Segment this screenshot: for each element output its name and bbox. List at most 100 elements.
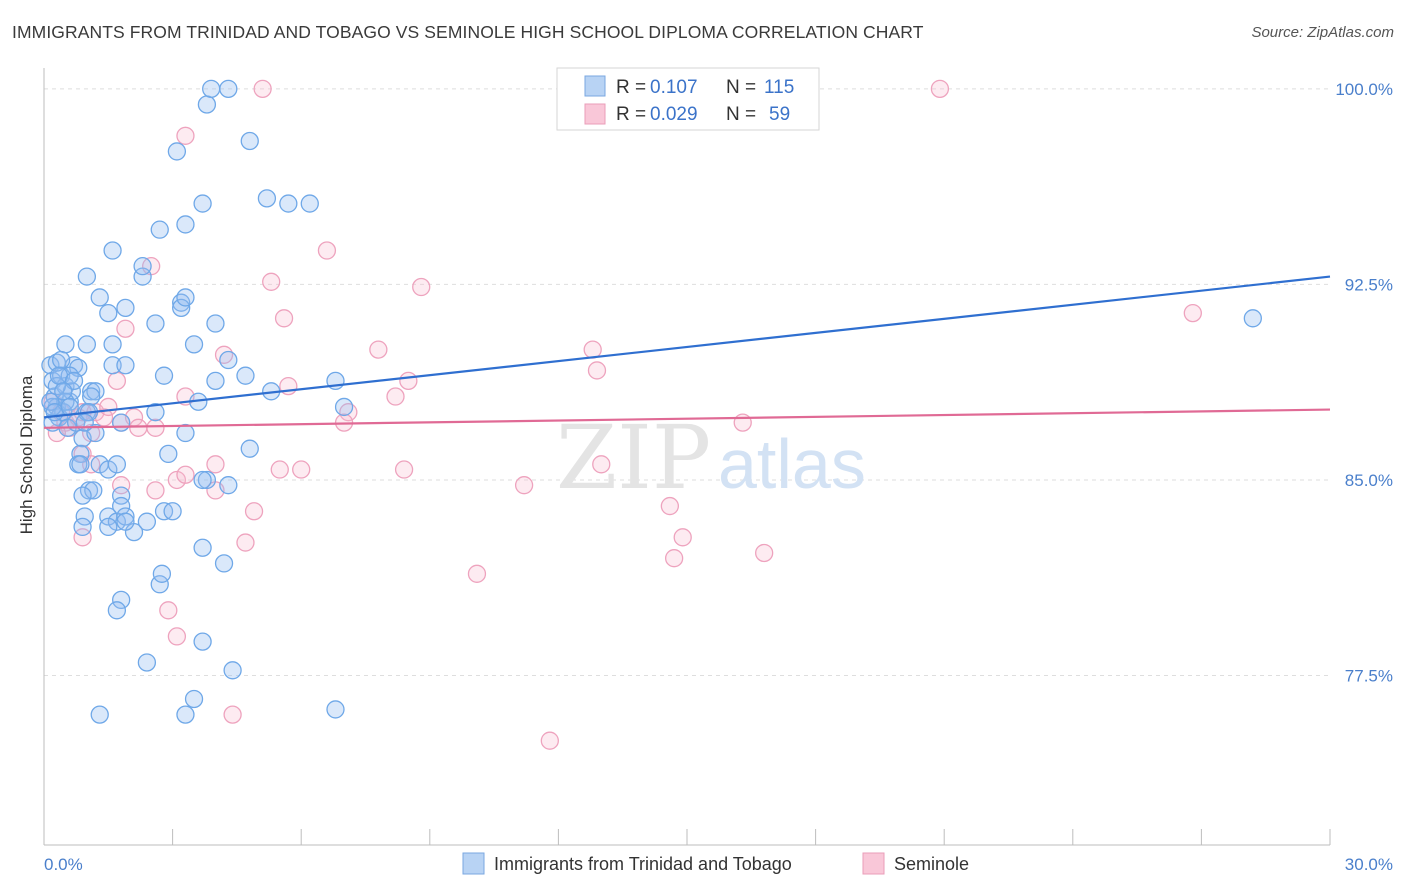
trinidad-point-99 <box>219 79 238 99</box>
trinidad-point-47 <box>223 661 242 680</box>
legend-r-value-pink: 0.029 <box>650 104 698 125</box>
watermark-zip: ZIP <box>556 406 711 509</box>
trinidad-point-36 <box>116 507 135 526</box>
source-label: Source: ZipAtlas.com <box>1251 24 1394 41</box>
axes <box>43 68 1331 846</box>
trinidad-point-22 <box>71 455 90 474</box>
trinidad-point-60 <box>112 413 131 432</box>
watermark: ZIP atlas <box>556 406 866 509</box>
trinidad-point-95 <box>167 142 187 161</box>
seminole-point-58 <box>930 79 950 99</box>
legend-r-label-pink: R = <box>616 104 646 125</box>
seminole-point-18 <box>112 476 131 495</box>
seminole-point-34 <box>274 309 294 328</box>
trinidad-point-66 <box>154 366 174 385</box>
trinidad-point-86 <box>133 267 152 286</box>
seminole-point-40 <box>399 371 418 391</box>
trinidad-point-77 <box>56 335 75 354</box>
trinidad-point-58 <box>159 444 178 464</box>
trinidad-point-29 <box>107 455 127 474</box>
trinidad-point-68 <box>206 314 225 333</box>
trend-lines <box>43 275 1331 429</box>
trinidad-point-75 <box>103 335 122 354</box>
seminole-point-56 <box>116 319 135 338</box>
trinidad-point-52 <box>214 554 234 573</box>
trinidad-point-56 <box>219 476 238 495</box>
seminole-point-23 <box>206 455 225 474</box>
seminole-point-42 <box>394 460 414 479</box>
trinidad-point-87 <box>133 257 152 276</box>
legend: R = 0.107 N = 115 R = 0.029 N = 59 <box>556 67 820 131</box>
trinidad-point-41 <box>107 601 127 620</box>
trinidad-point-89 <box>150 220 169 239</box>
seminole-point-35 <box>317 241 337 260</box>
seminole-point-29 <box>223 705 242 724</box>
trinidad-point-98 <box>202 79 221 99</box>
trinidad-point-55 <box>197 470 217 490</box>
trinidad-point-106 <box>82 387 101 406</box>
trinidad-point-46 <box>193 632 212 651</box>
trinidad-point-67 <box>184 335 204 354</box>
x-tick-label-1: 30.0% <box>1345 855 1393 874</box>
legend-swatch-pink <box>584 103 606 125</box>
seminole-point-33 <box>262 272 281 291</box>
seminole-point-53 <box>755 543 774 563</box>
seminole-point-28 <box>167 627 187 646</box>
trinidad-point-78 <box>99 303 118 323</box>
trinidad-point-83 <box>176 288 195 307</box>
seminole-point-20 <box>167 470 187 490</box>
seminole-point-43 <box>467 564 487 583</box>
trinidad-point-34 <box>99 517 118 537</box>
seminole-point-15 <box>146 418 165 437</box>
trinidad-point-88 <box>103 241 122 260</box>
seminole-point-26 <box>73 528 92 547</box>
seminole-trend-line <box>43 408 1331 429</box>
y-tick-label-0: 77.5% <box>1345 667 1393 686</box>
seminole-point-41 <box>412 277 431 297</box>
trinidad-point-50 <box>152 564 172 583</box>
legend-n-value-blue: 115 <box>764 77 794 98</box>
trinidad-point-59 <box>240 439 259 458</box>
trinidad-point-91 <box>193 194 212 213</box>
trinidad-point-37 <box>137 512 157 531</box>
trinidad-trend-line <box>43 275 1331 419</box>
bottom-legend-swatch-pink <box>862 852 885 875</box>
seminole-point-44 <box>514 476 534 495</box>
trinidad-point-65 <box>236 366 255 385</box>
seminole-point-49 <box>660 496 680 516</box>
trinidad-point-18 <box>82 382 101 401</box>
trinidad-point-62 <box>176 423 195 443</box>
grid-lines <box>44 88 1330 677</box>
trinidad-point-108 <box>41 392 60 411</box>
legend-r-label-blue: R = <box>616 77 646 98</box>
seminole-point-19 <box>146 481 165 500</box>
trinidad-point-74 <box>116 356 135 375</box>
trinidad-point-115 <box>1243 309 1262 328</box>
bottom-legend-label-pink: Seminole <box>894 854 969 874</box>
legend-swatch-blue <box>584 75 606 97</box>
trinidad-point-54 <box>163 502 182 521</box>
trinidad-point-80 <box>146 314 165 333</box>
trinidad-point-39 <box>73 517 92 537</box>
bottom-legend-label-blue: Immigrants from Trinidad and Tobago <box>494 854 792 874</box>
tick-labels: 77.5% 85.0% 92.5% 100.0% 0.0% 30.0% <box>44 80 1393 874</box>
seminole-point-7 <box>82 423 101 443</box>
trinidad-point-110 <box>54 382 73 401</box>
trinidad-point-61 <box>146 403 165 422</box>
trinidad-point-97 <box>197 95 217 114</box>
trinidad-point-100 <box>51 350 71 370</box>
trinidad-point-57 <box>193 470 212 490</box>
trinidad-point-28 <box>99 460 118 479</box>
seminole-point-51 <box>664 549 684 568</box>
trinidad-point-94 <box>300 194 319 213</box>
bottom-legend: Immigrants from Trinidad and Tobago Semi… <box>462 852 969 875</box>
trinidad-point-69 <box>219 350 238 370</box>
y-tick-label-1: 85.0% <box>1345 471 1393 490</box>
trinidad-point-73 <box>103 356 122 375</box>
seminole-point-47 <box>587 361 607 380</box>
seminole-point-21 <box>176 465 195 484</box>
trinidad-point-30 <box>112 486 131 505</box>
trinidad-point-40 <box>112 590 131 610</box>
trinidad-points <box>41 79 1262 724</box>
